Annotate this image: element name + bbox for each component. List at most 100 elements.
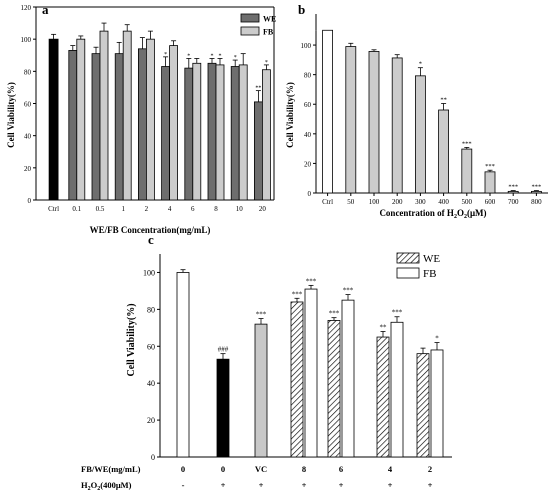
a-bar-fb <box>192 62 202 201</box>
a-x-tick-label: 1 <box>121 205 125 213</box>
panel-b-ylabel: Cell Viability(%) <box>285 82 295 148</box>
b-y-tick-label: 40 <box>304 131 312 139</box>
a-x-tick-label: 10 <box>236 205 244 213</box>
c-significance: *** <box>256 311 267 319</box>
b-bar <box>461 148 473 194</box>
c-row2-value: + <box>302 480 307 490</box>
c-bar-fb <box>390 321 404 458</box>
b-x-tick-label: 50 <box>347 198 355 206</box>
b-bar <box>507 190 519 194</box>
a-x-tick-label: 20 <box>259 205 267 213</box>
a-x-tick-label: Ctrl <box>48 205 59 213</box>
a-y-tick-label: 80 <box>24 68 32 76</box>
a-bar-we <box>253 101 263 201</box>
c-y-tick-label: 100 <box>143 268 155 277</box>
b-bar <box>391 57 403 194</box>
c-bar-ctrl <box>176 272 190 458</box>
a-y-tick-label: 20 <box>24 165 32 173</box>
c-significance: ### <box>218 346 229 354</box>
panel-a-xlabel: WE/FB Concentration(mg/mL) <box>90 225 211 235</box>
b-x-tick-label: Ctrl <box>322 198 333 206</box>
panel-c-label: c <box>148 232 154 247</box>
a-bar-we <box>137 48 147 201</box>
b-bar <box>368 51 380 194</box>
panel-b-xlabel: Concentration of H2O2(μM) <box>379 208 486 220</box>
c-y-tick-label: 40 <box>147 379 155 388</box>
c-significance: *** <box>343 287 354 295</box>
legend-label-fb: FB <box>263 28 274 37</box>
b-x-tick-label: 200 <box>392 198 403 206</box>
b-bar <box>438 109 450 194</box>
panel-c: c Cell Viability(%) 0 20 40 60 80 100 0 - 0 + VC +8… <box>81 232 452 492</box>
c-row1-value: 0 <box>221 464 225 474</box>
c-y-tick-label: 80 <box>147 305 155 314</box>
a-bar-we <box>68 50 78 201</box>
a-x-tick-label: 0.5 <box>96 205 105 213</box>
b-significance: ** <box>440 97 447 104</box>
b-x-tick-label: 800 <box>531 198 542 206</box>
c-row1-value: 2 <box>428 464 432 474</box>
a-bar-fb <box>169 45 179 201</box>
b-bar <box>345 46 357 194</box>
legend-label-c-we: WE <box>423 253 440 265</box>
a-y-tick-label: 0 <box>28 197 32 205</box>
a-y-tick-label: 40 <box>24 133 32 141</box>
panel-c-row1-label: FB/WE(mg/mL) <box>81 464 141 474</box>
b-significance: *** <box>485 163 495 170</box>
a-bar-fb <box>99 30 109 201</box>
a-y-tick-label: 120 <box>21 4 32 12</box>
a-x-tick-label: 4 <box>168 205 172 213</box>
c-bar-we <box>327 320 341 458</box>
c-significance: *** <box>306 277 317 285</box>
a-y-tick-label: 60 <box>24 101 32 109</box>
a-x-tick-label: 2 <box>145 205 149 213</box>
b-bar <box>531 190 542 194</box>
legend-swatch-fb <box>240 26 260 36</box>
a-significance: * <box>211 53 214 59</box>
b-x-tick-label: 700 <box>508 198 519 206</box>
c-bar-model <box>216 358 230 458</box>
a-bar-we <box>184 67 194 201</box>
a-bar-fb <box>215 64 225 201</box>
b-y-tick-label: 80 <box>304 72 312 80</box>
a-significance: * <box>164 52 167 58</box>
b-x-tick-label: 100 <box>369 198 380 206</box>
b-x-tick-label: 300 <box>415 198 426 206</box>
a-bar-we <box>230 66 240 201</box>
b-significance: * <box>419 61 422 68</box>
c-bar-fb <box>341 299 355 458</box>
a-y-tick-label: 100 <box>21 36 32 44</box>
c-row2-value: + <box>221 480 226 490</box>
a-bar-ctrl <box>48 38 59 201</box>
a-bar-we <box>91 53 101 201</box>
c-row1-value: 6 <box>339 464 343 474</box>
a-significance: * <box>187 53 190 59</box>
panel-a: a Cell Viability(%) WE/FB Concentration(… <box>6 2 276 235</box>
c-row1-value: 8 <box>302 464 306 474</box>
b-x-tick-label: 500 <box>462 198 473 206</box>
c-row1-value: 0 <box>181 464 185 474</box>
c-row2-value: + <box>388 480 393 490</box>
c-row1-value: VC <box>255 464 267 474</box>
a-x-tick-label: 0.1 <box>72 205 81 213</box>
b-y-tick-label: 0 <box>308 190 312 198</box>
legend-swatch-we-hatch <box>396 252 420 264</box>
c-significance: ** <box>380 324 388 332</box>
c-row2-value: - <box>182 480 185 490</box>
panel-a-legend: WE FB <box>240 13 276 37</box>
c-significance: *** <box>392 309 403 317</box>
a-bar-fb <box>261 69 271 201</box>
c-significance: *** <box>292 290 303 298</box>
panel-b-label: b <box>298 2 305 17</box>
c-significance: * <box>435 335 439 343</box>
c-row2-value: + <box>339 480 344 490</box>
c-row2-value: + <box>259 480 264 490</box>
panel-b: b Cell Viability(%) Concentration of H2O… <box>285 2 548 220</box>
c-y-tick-label: 0 <box>151 453 155 462</box>
b-significance: *** <box>532 184 542 191</box>
legend-swatch-fb-white <box>396 267 420 279</box>
a-significance: * <box>265 60 268 66</box>
panel-a-ylabel: Cell Viability(%) <box>6 82 16 148</box>
c-significance: *** <box>329 310 340 318</box>
